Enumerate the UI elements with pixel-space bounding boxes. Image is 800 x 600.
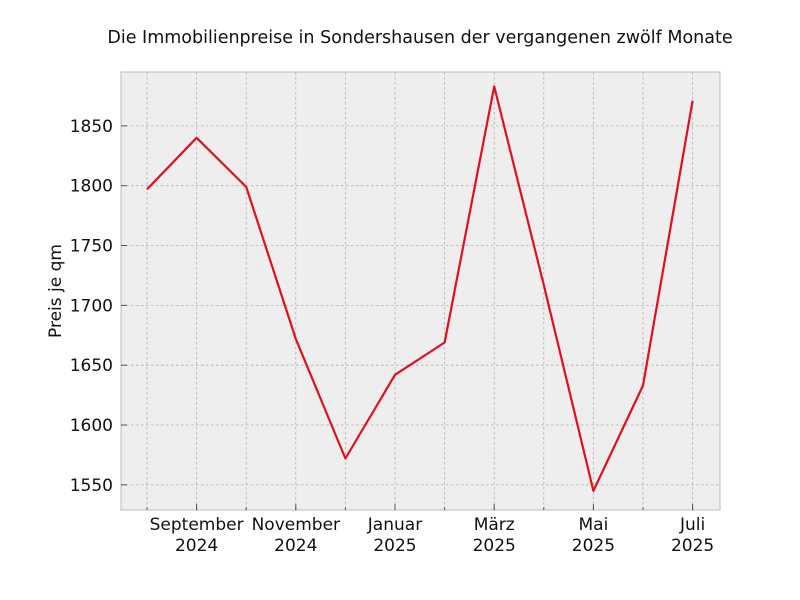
x-tick-label-year: 2025 [473,536,516,556]
y-tick-label: 1800 [70,177,113,197]
y-tick-label: 1600 [70,416,113,436]
x-tick-label: November [252,515,340,535]
y-axis-tick-labels: 1550 1600 1650 1700 1750 1800 1850 [70,117,113,496]
x-tick-label: Januar [367,515,422,535]
x-tick-label: März [474,515,515,535]
x-tick-label: Mai [578,515,608,535]
y-tick-label: 1650 [70,356,113,376]
x-axis-tick-labels: September2024November2024Januar2025März2… [150,515,715,556]
y-tick-label: 1750 [70,237,113,257]
series-layer [146,85,694,492]
grid-lines [121,72,720,510]
x-tick-label-year: 2025 [373,536,416,556]
x-tick-label-year: 2024 [175,536,218,556]
x-tick-label-year: 2025 [572,536,615,556]
y-tick-label: 1550 [70,476,113,496]
price-series-line [146,85,694,492]
x-tick-label: September [150,515,244,535]
y-tick-label: 1700 [70,296,113,316]
y-axis-label: Preis je qm [46,244,66,338]
x-tick-label: Juli [679,515,705,535]
y-tick-label: 1850 [70,117,113,137]
x-tick-label-year: 2025 [671,536,714,556]
x-tick-label-year: 2024 [274,536,317,556]
axis-ticks [121,125,694,510]
plot-area [120,71,721,511]
chart-title: Die Immobilienpreise in Sondershausen de… [107,28,732,48]
